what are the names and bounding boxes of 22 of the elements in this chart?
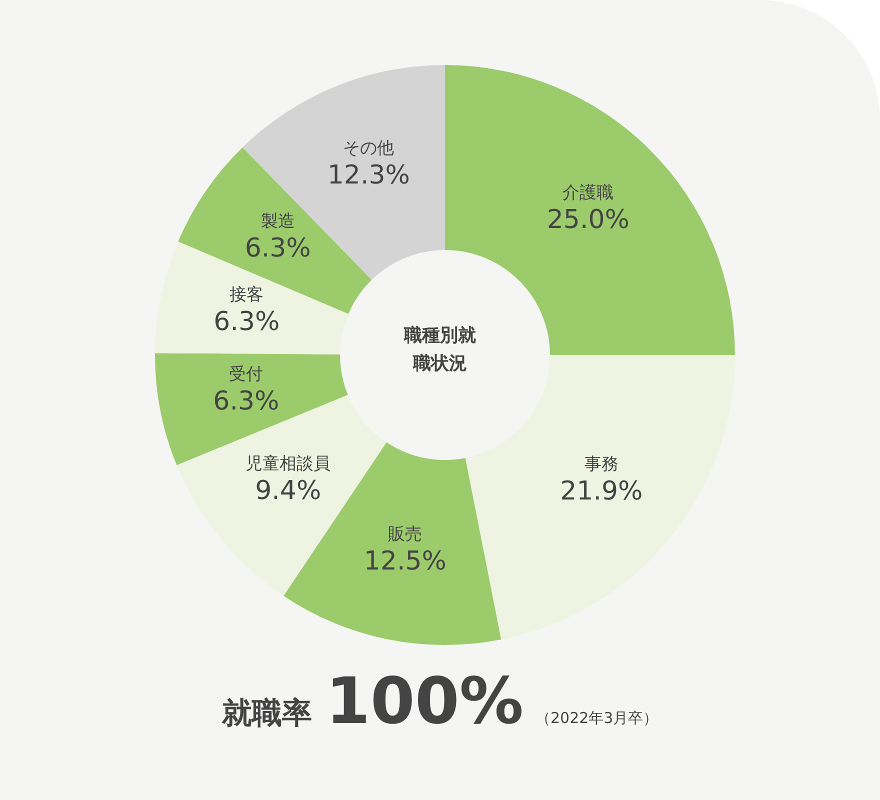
text: 100% [326,665,524,739]
slice-label: 接客 [230,284,264,305]
slice-label: 介護職 [562,182,614,203]
data-label: 21.9% [560,476,643,507]
text: 職種別就職状況 [402,324,477,376]
slice-label: 児童相談員 [246,454,331,474]
data-label: 6.3% [244,234,311,264]
text: 就職率 [222,695,312,733]
data-label: 6.3% [214,306,280,337]
text: （2022年3月卒） [536,709,658,728]
data-label: 6.3% [213,386,280,417]
donut-slice [242,65,445,280]
slice-label: 受付 [229,364,264,385]
slice-label: 販売 [388,524,422,545]
slice-label: 事務 [584,454,618,475]
donut-slice [465,355,735,640]
data-label: 9.4% [255,476,322,506]
data-label: 25.0% [546,204,630,235]
slice-label: その他 [343,138,394,158]
slice-label: 製造 [260,212,295,232]
data-label: 12.3% [327,160,410,190]
data-label: 12.5% [364,546,446,577]
